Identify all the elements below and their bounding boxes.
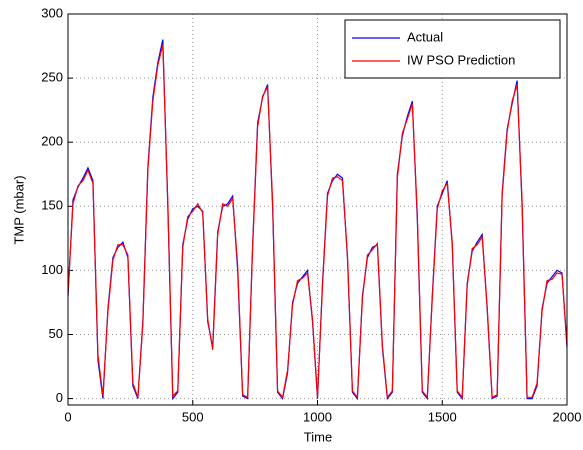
y-axis-label: TMP (mbar) (11, 175, 26, 244)
y-tick-label: 100 (41, 262, 63, 277)
x-tick-label: 2000 (553, 409, 582, 424)
y-tick-label: 250 (41, 70, 63, 85)
y-tick-label: 300 (41, 5, 63, 20)
plot-area (68, 14, 567, 405)
y-tick-label: 0 (56, 390, 63, 405)
x-tick-label: 1000 (303, 409, 332, 424)
y-tick-label: 50 (49, 326, 63, 341)
legend-label: Actual (407, 29, 443, 44)
y-tick-label: 200 (41, 134, 63, 149)
y-tick-label: 150 (41, 198, 63, 213)
legend-label: IW PSO Prediction (407, 52, 515, 67)
x-tick-label: 500 (182, 409, 204, 424)
legend-box (344, 19, 561, 79)
axes-box (67, 13, 568, 406)
x-tick-label: 1500 (428, 409, 457, 424)
x-tick-label: 0 (64, 409, 71, 424)
data-line (67, 44, 568, 399)
x-axis-label: Time (304, 429, 332, 444)
